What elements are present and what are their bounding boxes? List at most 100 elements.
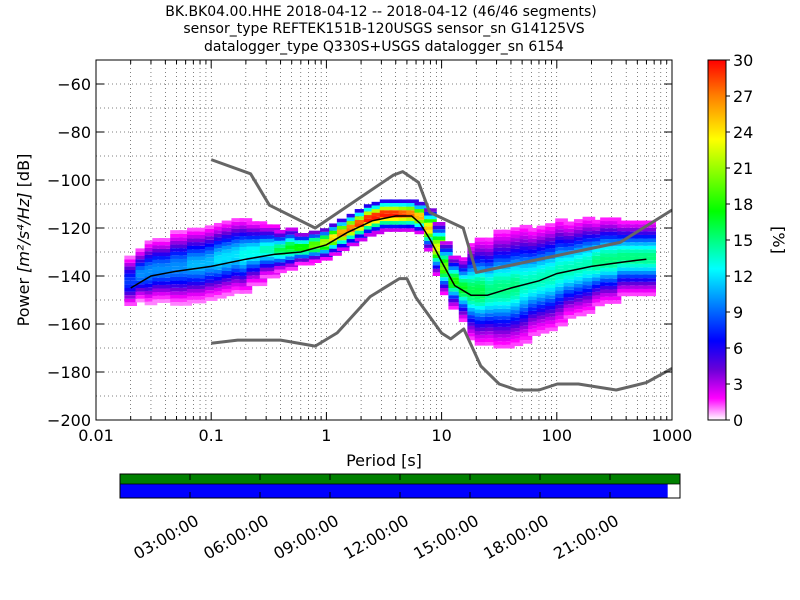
pdf-cell [573,219,587,223]
pdf-cell [239,264,253,269]
pdf-cell [152,274,166,278]
pdf-cell [555,240,568,244]
pdf-cell [432,261,446,266]
pdf-cell [634,288,648,293]
pdf-cell [135,280,149,285]
pdf-cell [193,267,207,271]
pdf-cell [510,288,524,293]
pdf-cell [302,254,315,259]
pdf-cell [510,310,524,314]
pdf-cell [592,230,605,235]
pdf-cell [135,288,149,292]
pdf-cell [221,292,235,297]
pdf-cell [246,246,260,251]
pdf-cell [474,284,488,288]
pdf-cell [474,334,488,339]
pdf-cell [432,243,446,248]
pdf-cell [573,222,587,227]
pdf-cell [502,323,515,327]
pdf-cell [617,234,630,239]
pdf-cell [528,253,541,257]
pdf-cell [285,267,299,271]
pdf-cell [458,286,472,290]
pdf-cell [363,233,377,237]
pdf-cell [179,233,192,238]
colorbar-tick-label: 6 [733,339,743,358]
pdf-cell [448,273,462,278]
pdf-cell [448,306,462,310]
pdf-cell [484,273,498,278]
pdf-cell [600,282,613,286]
pdf-cell [179,258,192,263]
pdf-cell [467,304,481,308]
pdf-cell [246,242,260,247]
pdf-cell [625,249,639,253]
pdf-cell [474,324,488,328]
pdf-cell [159,259,172,264]
pdf-cell [285,227,299,232]
pdf-cell [448,298,462,303]
x-axis-ticks: 0.01 0.1 1 10 100 1000 [78,60,692,445]
pdf-cell [354,227,368,231]
pdf-cell [545,284,558,288]
pdf-cell [592,241,605,246]
pdf-cell [474,262,488,267]
pdf-cell [634,249,648,253]
pdf-cell [600,221,613,225]
pdf-cell [159,266,172,271]
pdf-cell [294,261,308,266]
pdf-cell [545,302,558,306]
pdf-cell [346,224,360,229]
pdf-cell [221,270,235,275]
pdf-cell [643,224,657,228]
y-tick-label: −80 [57,123,91,142]
pdf-cell [152,263,166,267]
pdf-cell [563,264,577,269]
pdf-cell [144,287,158,291]
pdf-cell [231,282,245,287]
pdf-cell [545,237,558,242]
pdf-cell [528,296,541,300]
pdf-cell [502,272,515,277]
pdf-cell [448,291,462,296]
pdf-cell [625,227,639,232]
pdf-cell [643,256,657,261]
y-tick-label: −180 [47,363,91,382]
pdf-cell [152,270,166,275]
pdf-cell [458,318,472,323]
noise-model-high [210,158,672,274]
pdf-cell [170,298,183,303]
pdf-cell [484,277,498,281]
pdf-cell [467,289,481,294]
x-tick-label: 1 [321,426,331,445]
pdf-cell [582,259,596,264]
pdf-cell [519,332,533,337]
pdf-cell [294,236,308,241]
pdf-cell [193,256,207,261]
pdf-cell [528,267,541,272]
pdf-cell [221,238,235,243]
pdf-cell [170,230,183,234]
pdf-cell [573,273,587,277]
pdf-cell [474,252,488,256]
pdf-cell [294,243,308,248]
pdf-cell [336,240,350,244]
pdf-cell [254,282,268,287]
pdf-cell [204,232,218,237]
pdf-cell [502,305,515,309]
pdf-cell [193,252,207,257]
pdf-cell [379,213,393,218]
pdf-cell [231,264,245,269]
pdf-cell [510,317,524,321]
pdf-cell [528,310,541,315]
pdf-cell [187,242,200,246]
pdf-cell [528,285,541,290]
pdf-cell [259,256,273,261]
pdf-cell [135,255,149,260]
pdf-cell [246,239,260,243]
pdf-cell [582,223,596,228]
pdf-cell [135,284,149,288]
pdf-cell [144,280,158,284]
pdf-cell [285,231,299,235]
pdf-cell [239,246,253,251]
